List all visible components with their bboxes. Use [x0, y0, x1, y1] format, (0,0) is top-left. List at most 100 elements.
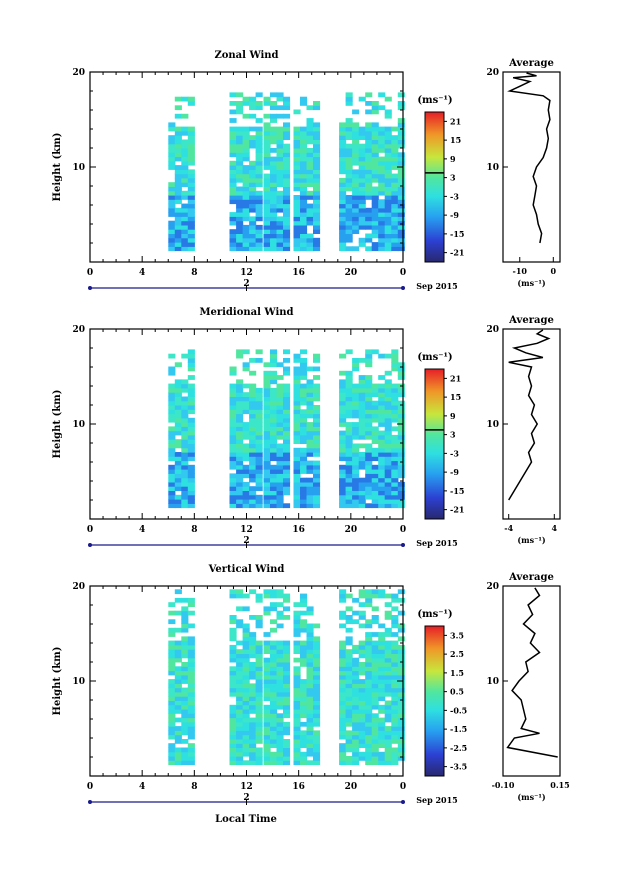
heatmap-cell	[174, 190, 182, 196]
heatmap-cell	[345, 713, 353, 719]
heatmap-cell	[263, 242, 271, 247]
heatmap-cell	[371, 165, 379, 170]
heatmap-cell	[263, 199, 271, 205]
heatmap-cell	[397, 662, 405, 667]
heatmap-cell	[283, 490, 291, 496]
heatmap-cell	[306, 387, 314, 393]
heatmap-cell	[242, 430, 250, 436]
heatmap-cell	[378, 649, 386, 654]
heatmap-cell	[397, 443, 405, 449]
heatmap-cell	[371, 640, 379, 646]
heatmap-cell	[236, 413, 244, 419]
heatmap-cell	[229, 743, 237, 748]
heatmap-cell	[391, 666, 399, 672]
heatmap-cell	[365, 130, 373, 136]
heatmap-cell	[306, 426, 314, 432]
heatmap-cell	[306, 726, 314, 731]
heatmap-cell	[339, 473, 347, 479]
heatmap-cell	[313, 691, 321, 697]
heatmap-cell	[270, 148, 278, 153]
heatmap-cell	[391, 691, 399, 697]
heatmap-cell	[168, 503, 176, 509]
heatmap-cell	[371, 224, 379, 230]
heatmap-cell	[242, 670, 250, 676]
heatmap-cell	[255, 691, 263, 697]
heatmap-cell	[293, 464, 301, 470]
heatmap-cell	[174, 362, 182, 368]
heatmap-cell	[236, 109, 244, 115]
heatmap-cell	[181, 165, 189, 170]
heatmap-cell	[378, 242, 386, 247]
heatmap-cell	[249, 195, 257, 200]
heatmap-cell	[270, 400, 278, 406]
heatmap-cell	[270, 640, 278, 646]
heatmap-cell	[345, 734, 353, 740]
heatmap-cell	[293, 494, 301, 500]
heatmap-cell	[174, 396, 182, 402]
heatmap-cell	[263, 717, 271, 723]
heatmap-cell	[236, 606, 244, 612]
heatmap-cell	[378, 447, 386, 453]
heatmap-cell	[236, 464, 244, 470]
heatmap-cell	[242, 186, 250, 192]
heatmap-cell	[168, 165, 176, 170]
heatmap-cell	[255, 400, 263, 406]
heatmap-cell	[242, 687, 250, 693]
heatmap-cell	[263, 662, 271, 667]
heatmap-cell	[306, 662, 314, 667]
heatmap-cell	[365, 224, 373, 230]
heatmap-cell	[276, 422, 284, 427]
heatmap-cell	[358, 687, 366, 693]
heatmap-cell	[397, 649, 405, 654]
heatmap-cell	[306, 627, 314, 633]
heatmap-cell	[229, 734, 237, 740]
heatmap-cell	[365, 674, 373, 680]
heatmap-cell	[283, 674, 291, 680]
heatmap-cell	[255, 169, 263, 175]
heatmap-cell	[365, 190, 373, 196]
heatmap-cell	[276, 747, 284, 753]
heatmap-cell	[384, 632, 392, 637]
heatmap-cell	[358, 704, 366, 710]
heatmap-cell	[276, 649, 284, 654]
heatmap-cell	[242, 229, 250, 234]
heatmap-cell	[339, 644, 347, 650]
heatmap-cell	[313, 203, 321, 209]
heatmap-cell	[174, 494, 182, 500]
heatmap-cell	[187, 409, 195, 415]
heatmap-cell	[339, 160, 347, 166]
heatmap-cell	[293, 409, 301, 415]
heatmap-cell	[174, 464, 182, 470]
heatmap-cell	[365, 709, 373, 714]
heatmap-cell	[306, 413, 314, 419]
heatmap-cell	[283, 687, 291, 693]
heatmap-cell	[339, 610, 347, 616]
heatmap-cell	[276, 503, 284, 509]
heatmap-cell	[391, 717, 399, 723]
heatmap-cell	[263, 670, 271, 676]
heatmap-cell	[313, 224, 321, 230]
heatmap-cell	[371, 657, 379, 663]
colorbar-unit: (ms⁻¹)	[417, 352, 452, 363]
heatmap-cell	[236, 422, 244, 427]
heatmap-cell	[174, 426, 182, 432]
heatmap-cell	[397, 460, 405, 466]
heatmap-cell	[293, 679, 301, 684]
heatmap-cell	[352, 186, 360, 192]
heatmap-cell	[293, 139, 301, 145]
heatmap-cell	[263, 139, 271, 145]
heatmap-cell	[365, 392, 373, 397]
heatmap-cell	[276, 443, 284, 449]
heatmap-cell	[174, 726, 182, 731]
heatmap-cell	[300, 195, 308, 200]
heatmap-cell	[352, 426, 360, 432]
heatmap-cell	[345, 199, 353, 205]
heatmap-cell	[371, 464, 379, 470]
heatmap-cell	[358, 379, 366, 385]
heatmap-cell	[242, 653, 250, 659]
heatmap-cell	[236, 670, 244, 676]
heatmap-cell	[293, 670, 301, 676]
heatmap-cell	[397, 756, 405, 761]
heatmap-cell	[384, 173, 392, 179]
heatmap-cell	[263, 126, 271, 132]
